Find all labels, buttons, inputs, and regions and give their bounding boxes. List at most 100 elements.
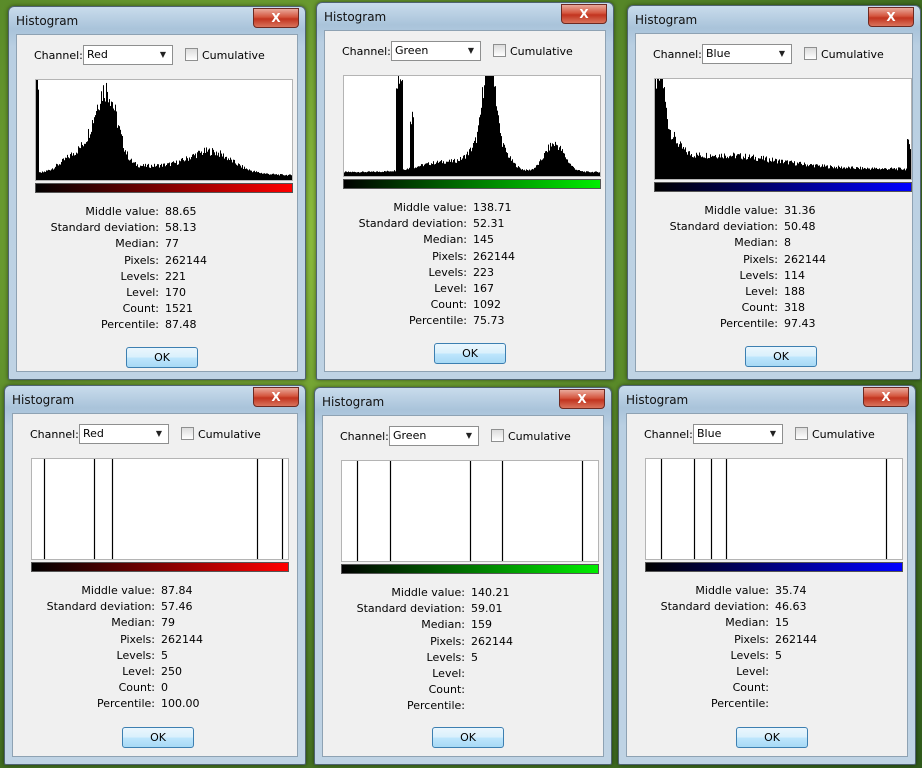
histogram-bar xyxy=(491,76,492,176)
histogram-bar xyxy=(237,165,238,180)
stat-value: 221 xyxy=(165,269,186,283)
cumulative-checkbox[interactable] xyxy=(804,47,817,60)
titlebar[interactable]: Histogram X xyxy=(628,6,920,32)
ok-button[interactable]: OK xyxy=(122,727,194,748)
histogram-bar xyxy=(655,79,656,179)
cumulative-checkbox[interactable] xyxy=(493,44,506,57)
histogram-bar xyxy=(853,168,854,179)
cumulative-checkbox[interactable] xyxy=(181,427,194,440)
histogram-bar xyxy=(575,169,576,176)
stat-value: 1092 xyxy=(473,298,501,312)
histogram-bar xyxy=(592,171,593,176)
ok-button[interactable]: OK xyxy=(745,346,817,367)
histogram-bar xyxy=(909,144,910,179)
histogram-bar xyxy=(587,171,588,176)
histogram-bar xyxy=(258,171,259,180)
close-button[interactable]: X xyxy=(561,4,607,24)
histogram-bar xyxy=(894,168,895,179)
histogram-bar xyxy=(742,159,743,179)
stat-label: Middle value: xyxy=(695,584,769,597)
stat-label: Pixels: xyxy=(743,252,778,266)
channel-select[interactable]: Blue ▼ xyxy=(702,44,792,64)
channel-select[interactable]: Green ▼ xyxy=(391,41,481,61)
histogram-bar xyxy=(792,162,793,179)
histogram-bar xyxy=(241,167,242,180)
histogram-bar xyxy=(412,111,413,176)
stat-value: 15 xyxy=(775,616,789,630)
titlebar[interactable]: Histogram X xyxy=(619,386,915,412)
cumulative-checkbox[interactable] xyxy=(795,427,808,440)
titlebar[interactable]: Histogram X xyxy=(9,7,305,33)
stat-value: 75.73 xyxy=(473,314,505,328)
histogram-bar xyxy=(409,167,410,176)
ok-button[interactable]: OK xyxy=(434,343,506,364)
cumulative-checkbox[interactable] xyxy=(491,429,504,442)
titlebar[interactable]: Histogram X xyxy=(317,3,613,29)
histogram-bar xyxy=(679,144,680,179)
histogram-bar xyxy=(68,157,69,180)
close-icon: X xyxy=(577,392,587,406)
cumulative-checkbox[interactable] xyxy=(185,48,198,61)
histogram-bar xyxy=(663,88,664,179)
histogram-bar xyxy=(511,160,512,176)
histogram-bar xyxy=(424,164,425,176)
dialog-client: Channel: Blue ▼ Cumulative Middle value:… xyxy=(635,33,913,372)
histogram-bar xyxy=(138,167,139,180)
close-button[interactable]: X xyxy=(253,387,299,407)
histogram-bar xyxy=(521,169,522,176)
histogram-bar xyxy=(858,167,859,179)
histogram-bar xyxy=(552,143,553,176)
histogram-bar xyxy=(59,164,60,180)
channel-select[interactable]: Red ▼ xyxy=(83,45,173,65)
stat-value: 77 xyxy=(165,237,179,251)
channel-select[interactable]: Red ▼ xyxy=(79,424,169,444)
histogram-bar xyxy=(270,174,271,180)
stat-value: 87.48 xyxy=(165,318,197,332)
stat-row: Pixels: 262144 xyxy=(17,254,287,270)
histogram-bar xyxy=(74,155,75,180)
histogram-bar xyxy=(176,160,177,180)
stat-value: 0 xyxy=(161,681,168,695)
stat-label: Level: xyxy=(126,285,159,299)
histogram-bar xyxy=(53,169,54,180)
histogram-bar xyxy=(427,163,428,176)
histogram-bar xyxy=(425,163,426,176)
histogram-bar xyxy=(837,168,838,179)
histogram-bar xyxy=(828,168,829,179)
histogram-bar xyxy=(239,164,240,180)
titlebar[interactable]: Histogram X xyxy=(5,386,305,412)
ok-button[interactable]: OK xyxy=(432,727,504,748)
histogram-bar xyxy=(276,174,277,180)
close-button[interactable]: X xyxy=(868,7,914,27)
histogram-bar xyxy=(47,170,48,180)
histogram-bar xyxy=(196,158,197,180)
close-button[interactable]: X xyxy=(253,8,299,28)
close-button[interactable]: X xyxy=(863,387,909,407)
dialog-client: Channel: Red ▼ Cumulative Middle value: 8… xyxy=(12,413,298,757)
stat-row: Level: 170 xyxy=(17,286,287,302)
channel-select[interactable]: Blue ▼ xyxy=(693,424,783,444)
histogram-bar xyxy=(710,154,711,179)
histogram-bar xyxy=(891,167,892,179)
histogram-bar xyxy=(62,158,63,180)
titlebar[interactable]: Histogram X xyxy=(315,388,611,414)
histogram-bar xyxy=(905,170,906,179)
histogram-bar xyxy=(727,156,728,179)
histogram-bar xyxy=(656,88,657,179)
histogram-bar xyxy=(143,164,144,180)
channel-select[interactable]: Green ▼ xyxy=(389,426,479,446)
histogram-bar xyxy=(751,156,752,179)
stat-value: 52.31 xyxy=(473,217,505,231)
histogram-bar xyxy=(380,172,381,176)
stat-row: Pixels: 262144 xyxy=(627,633,897,649)
histogram-bar xyxy=(120,129,121,180)
ok-button[interactable]: OK xyxy=(736,727,808,748)
histogram-bar xyxy=(415,167,416,176)
histogram-bar xyxy=(756,160,757,179)
close-button[interactable]: X xyxy=(559,389,605,409)
histogram-bar xyxy=(69,158,70,180)
stat-value: 46.63 xyxy=(775,600,807,614)
histogram-bar xyxy=(573,166,574,176)
histogram-bar xyxy=(557,145,558,176)
ok-button[interactable]: OK xyxy=(126,347,198,368)
